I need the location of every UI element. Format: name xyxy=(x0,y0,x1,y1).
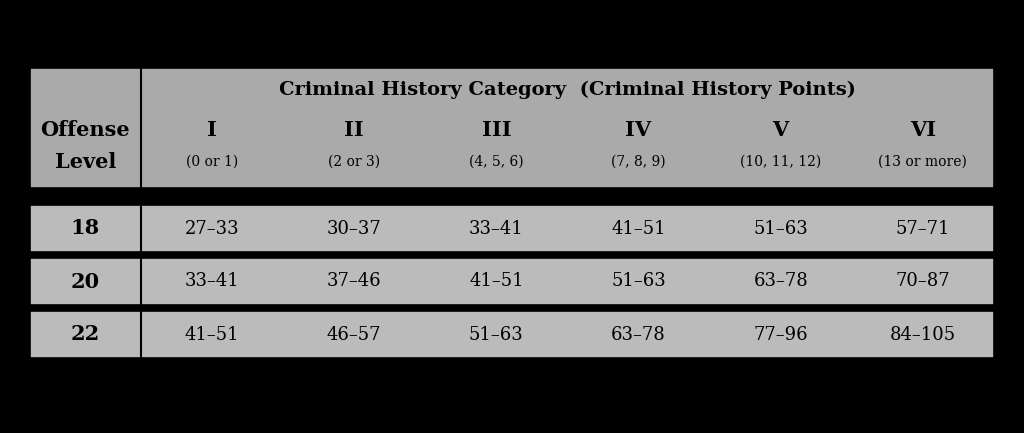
Text: (10, 11, 12): (10, 11, 12) xyxy=(740,155,821,168)
Text: (7, 8, 9): (7, 8, 9) xyxy=(611,155,666,168)
Text: 30–37: 30–37 xyxy=(327,220,382,237)
Text: 63–78: 63–78 xyxy=(754,272,808,291)
Text: VI: VI xyxy=(910,120,936,140)
Text: 41–51: 41–51 xyxy=(469,272,523,291)
Bar xyxy=(30,205,994,252)
Text: II: II xyxy=(344,120,364,140)
Text: Criminal History Category  (Criminal History Points): Criminal History Category (Criminal Hist… xyxy=(279,81,856,99)
Text: 51–63: 51–63 xyxy=(611,272,666,291)
Text: 46–57: 46–57 xyxy=(327,326,381,343)
Bar xyxy=(30,68,994,188)
Text: 51–63: 51–63 xyxy=(754,220,808,237)
Text: 84–105: 84–105 xyxy=(890,326,956,343)
Text: 37–46: 37–46 xyxy=(327,272,382,291)
Bar xyxy=(30,258,994,305)
Text: I: I xyxy=(207,120,217,140)
Text: 33–41: 33–41 xyxy=(469,220,523,237)
Text: 63–78: 63–78 xyxy=(611,326,666,343)
Text: 20: 20 xyxy=(71,271,100,291)
Text: IV: IV xyxy=(626,120,651,140)
Bar xyxy=(30,258,994,305)
Text: Offense: Offense xyxy=(41,120,130,140)
Text: (4, 5, 6): (4, 5, 6) xyxy=(469,155,523,168)
Text: 22: 22 xyxy=(71,324,100,345)
Text: 27–33: 27–33 xyxy=(184,220,240,237)
Text: 33–41: 33–41 xyxy=(184,272,240,291)
Text: 70–87: 70–87 xyxy=(896,272,950,291)
Text: (13 or more): (13 or more) xyxy=(879,155,968,168)
Text: 51–63: 51–63 xyxy=(469,326,523,343)
Bar xyxy=(30,205,994,252)
Text: 57–71: 57–71 xyxy=(896,220,950,237)
Bar xyxy=(30,311,994,358)
Text: Level: Level xyxy=(54,152,116,171)
Bar xyxy=(30,68,994,188)
Text: 18: 18 xyxy=(71,219,100,239)
Text: V: V xyxy=(772,120,788,140)
Text: 41–51: 41–51 xyxy=(611,220,666,237)
Text: (2 or 3): (2 or 3) xyxy=(328,155,380,168)
Text: III: III xyxy=(481,120,511,140)
Text: (0 or 1): (0 or 1) xyxy=(185,155,238,168)
Text: 41–51: 41–51 xyxy=(184,326,240,343)
Bar xyxy=(30,311,994,358)
Text: 77–96: 77–96 xyxy=(754,326,808,343)
